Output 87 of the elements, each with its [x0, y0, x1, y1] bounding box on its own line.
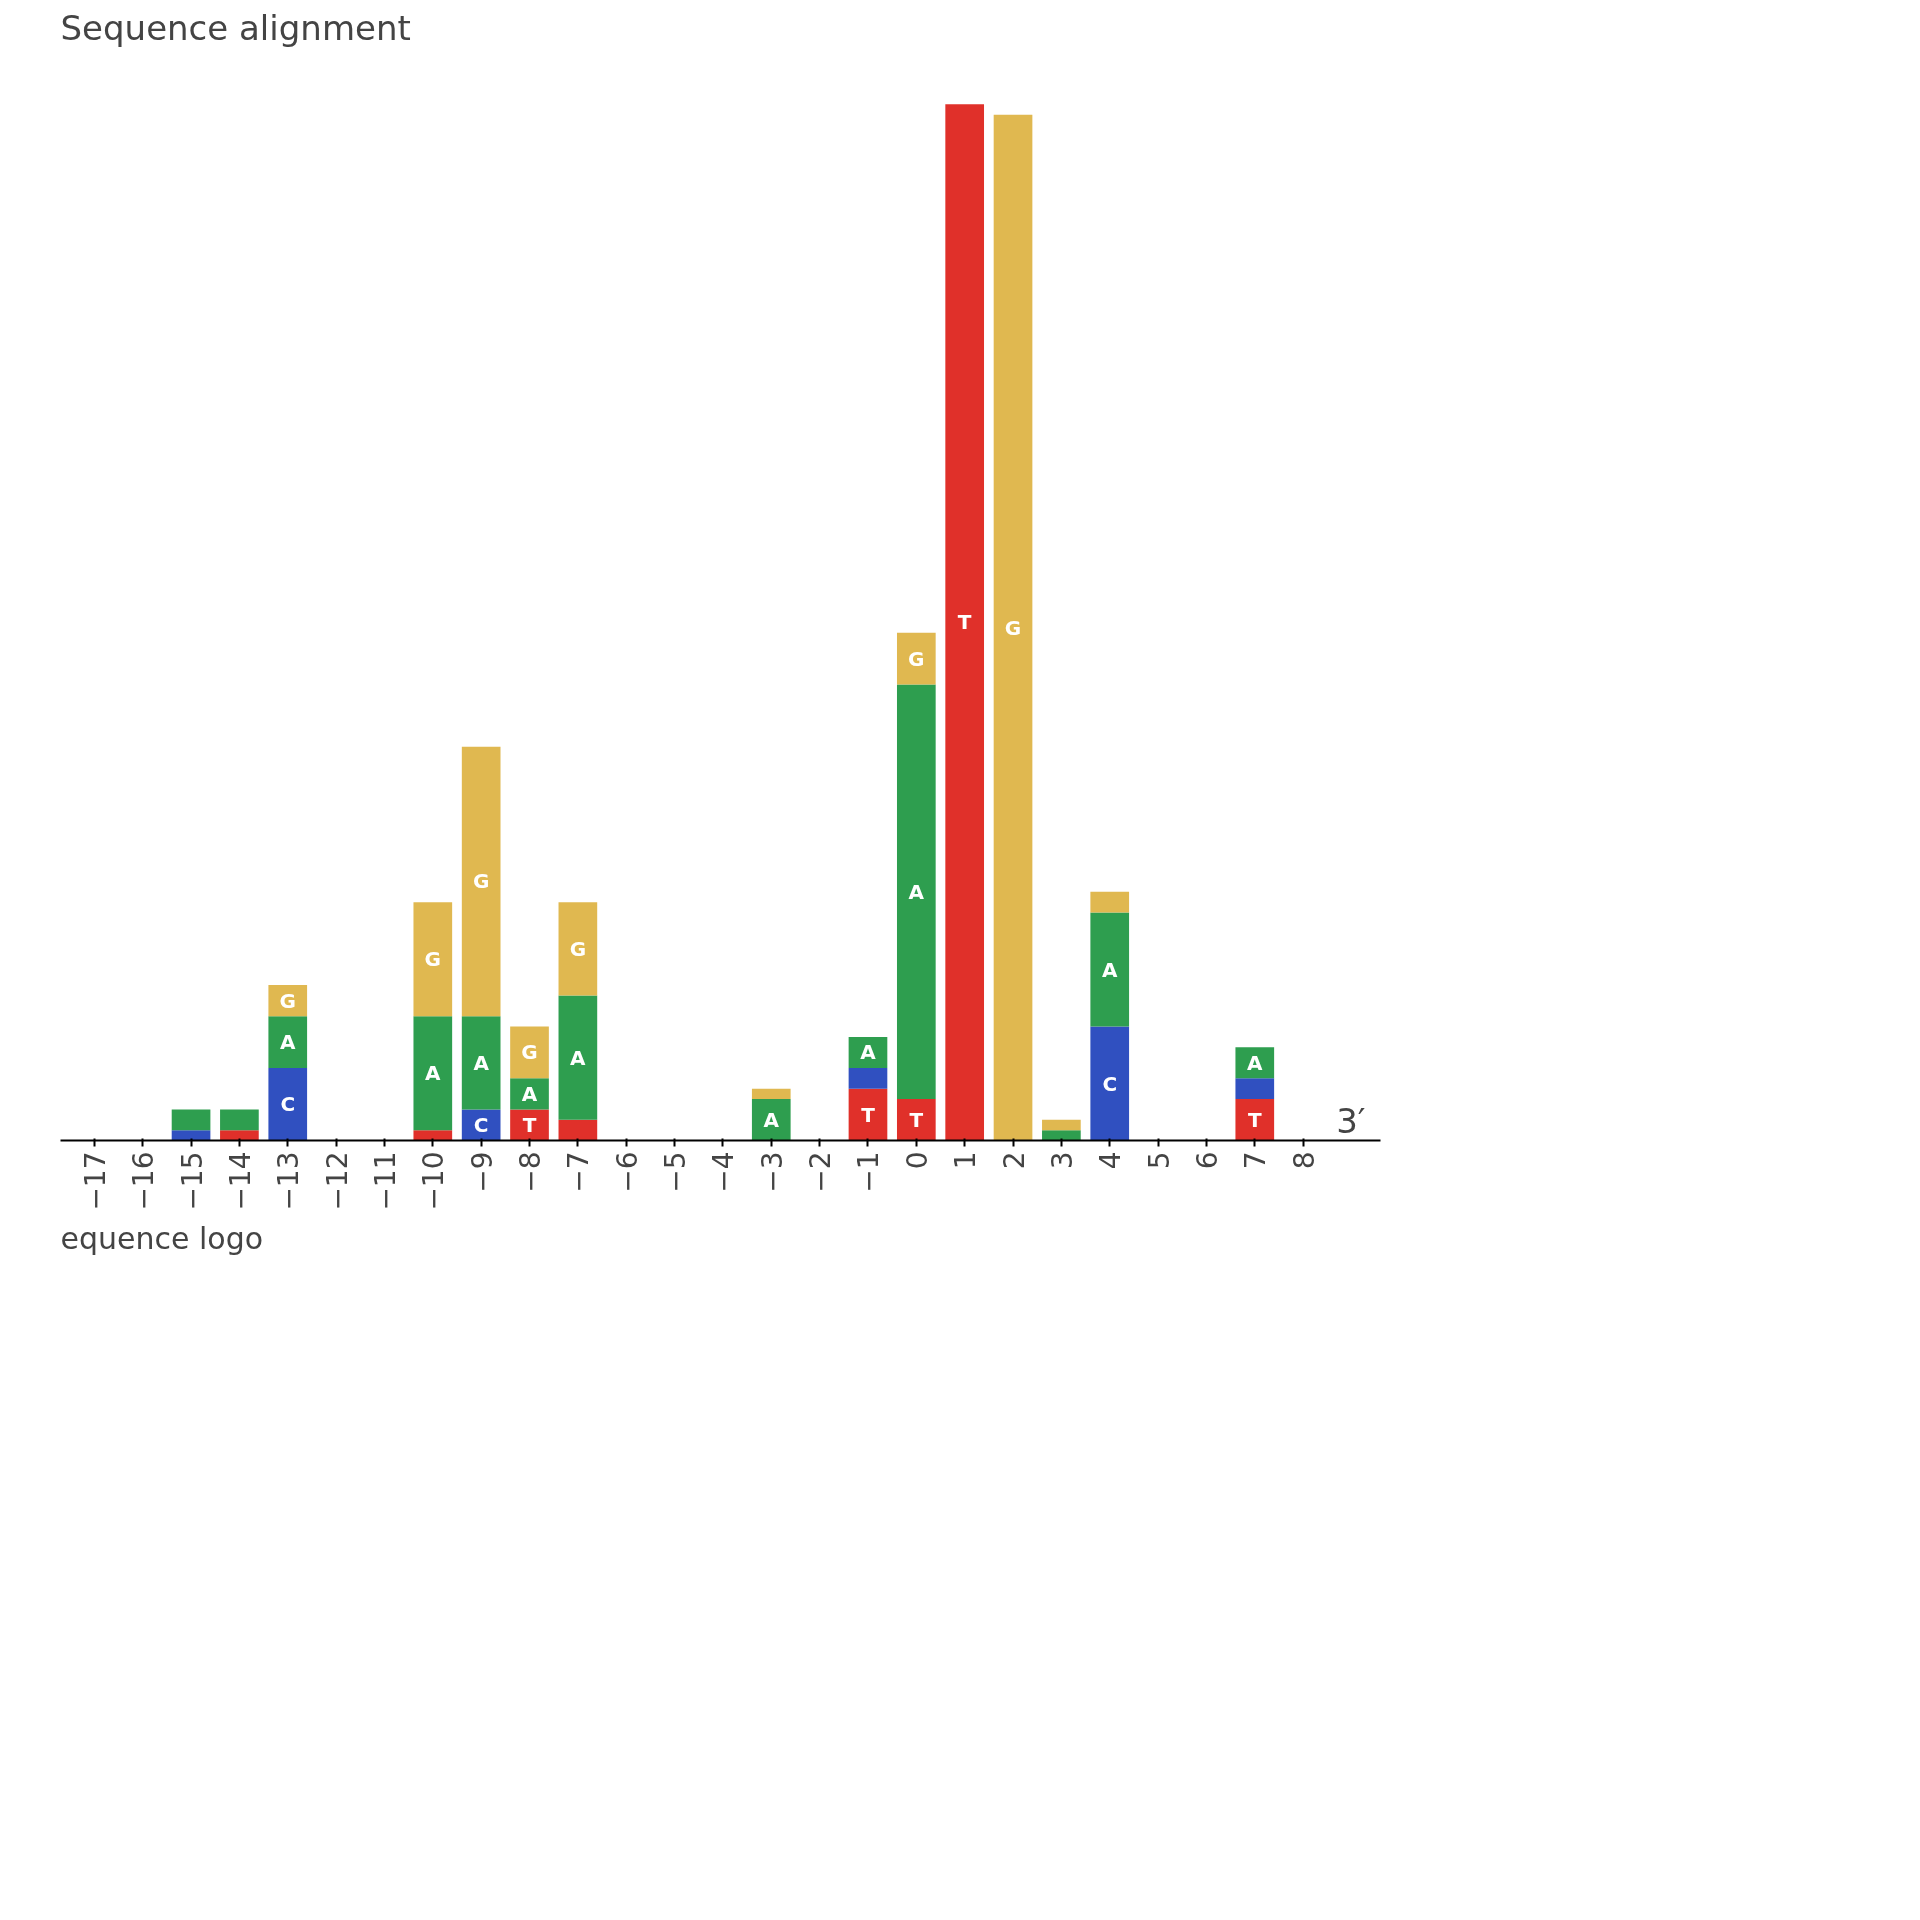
x-tick-label: 1	[949, 1151, 983, 1170]
bar	[896, 632, 936, 685]
x-tick-label: 6	[1190, 1151, 1224, 1170]
x-tick-label: 3	[1045, 1151, 1079, 1170]
text: G	[521, 1040, 538, 1065]
bar	[1090, 912, 1130, 1027]
bar	[558, 995, 598, 1120]
text: equence logo	[60, 1220, 264, 1256]
bar	[220, 1109, 259, 1131]
bar	[751, 1099, 791, 1141]
bar	[510, 1026, 549, 1079]
bar	[220, 1130, 259, 1141]
x-tick-label: −1	[852, 1151, 886, 1193]
bar	[461, 1016, 501, 1110]
x-tick-label: −9	[465, 1151, 499, 1193]
x-tick-label: 4	[1094, 1151, 1128, 1170]
x-tick-label: 7	[1239, 1151, 1273, 1170]
text: G	[1004, 615, 1022, 640]
x-tick-label: −14	[223, 1151, 257, 1211]
text: C	[1102, 1071, 1118, 1096]
text: T	[861, 1102, 875, 1127]
series-label: T	[522, 1112, 537, 1137]
bar	[945, 104, 985, 1141]
bar	[268, 1067, 308, 1141]
series-label: C	[473, 1112, 489, 1137]
text: A	[908, 879, 925, 904]
x-tick-label: −3	[755, 1151, 789, 1193]
bar	[896, 1099, 936, 1141]
text: A	[280, 1030, 296, 1055]
x-tick-label: −16	[127, 1151, 161, 1211]
x-tick-label: −4	[707, 1151, 741, 1193]
bar	[993, 114, 1033, 1141]
bar	[896, 684, 936, 1100]
series-label: G	[279, 988, 296, 1013]
x-tick-label: −6	[610, 1151, 644, 1193]
text: G	[472, 869, 490, 894]
bar	[558, 902, 598, 996]
text: A	[860, 1040, 876, 1065]
chart-title: Sequence alignment	[60, 7, 411, 48]
text: T	[909, 1107, 924, 1132]
bar	[1042, 1130, 1081, 1141]
bar	[268, 1016, 308, 1068]
bar	[461, 1109, 501, 1141]
bar	[413, 1016, 453, 1131]
x-tick-label: 5	[1142, 1151, 1176, 1170]
bar	[751, 1088, 791, 1100]
text: A	[763, 1107, 780, 1132]
x-tick-label: −2	[804, 1151, 838, 1193]
x-tick-label: −10	[417, 1151, 451, 1211]
bar	[848, 1067, 888, 1089]
bar	[1090, 1026, 1130, 1141]
series-label: A	[521, 1081, 538, 1106]
bar	[171, 1109, 211, 1131]
text: A	[570, 1045, 586, 1070]
bar	[413, 902, 453, 1017]
x-tick-label: −5	[659, 1151, 693, 1193]
bar	[558, 1119, 598, 1141]
bar	[848, 1088, 888, 1141]
text: A	[425, 1061, 441, 1086]
x-tick-label: −11	[368, 1151, 402, 1211]
x-tick-label: −13	[272, 1151, 306, 1211]
text: G	[424, 947, 442, 972]
bar	[461, 746, 501, 1017]
text: G	[569, 936, 587, 961]
bar	[413, 1130, 453, 1141]
bar	[1042, 1119, 1081, 1131]
text: C	[280, 1092, 296, 1117]
text: A	[1101, 957, 1118, 982]
x-tick-label: 0	[900, 1151, 934, 1170]
x-tick-label: −17	[78, 1151, 112, 1211]
text: A	[473, 1050, 489, 1075]
x-tick-label: −7	[562, 1151, 596, 1193]
x-tick-label: −8	[514, 1151, 548, 1193]
x-tick-label: −15	[175, 1151, 209, 1211]
text: T	[1247, 1107, 1262, 1132]
x-axis-title: 3′	[1336, 1100, 1366, 1141]
bar	[1235, 1099, 1275, 1141]
x-tick-label: 8	[1287, 1151, 1321, 1170]
bar	[510, 1109, 549, 1141]
bar	[1090, 891, 1130, 913]
bar	[1235, 1078, 1275, 1100]
bar	[171, 1130, 211, 1141]
x-tick-label: 2	[997, 1151, 1031, 1170]
text: G	[908, 646, 925, 671]
text: A	[1247, 1050, 1263, 1075]
x-tick-label: −12	[320, 1151, 354, 1211]
text: T	[957, 610, 972, 635]
